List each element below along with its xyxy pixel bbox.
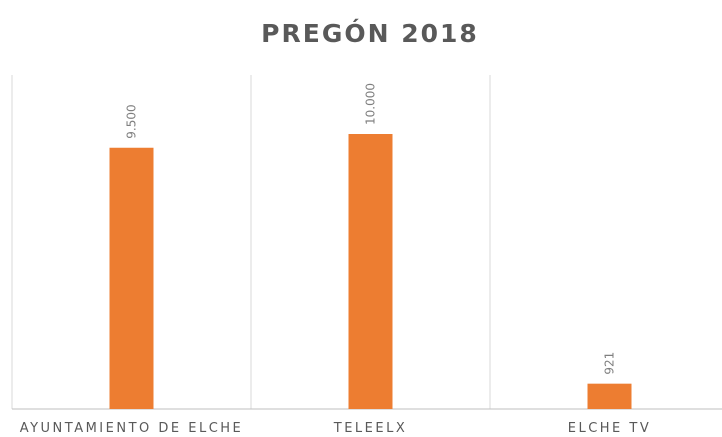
bar xyxy=(109,147,154,409)
bar xyxy=(587,383,632,409)
x-tick-label: ELCHE TV xyxy=(568,421,652,436)
value-label: 9.500 xyxy=(125,104,139,138)
value-label: 921 xyxy=(603,352,617,375)
bar xyxy=(348,134,393,409)
x-tick-label: AYUNTAMIENTO DE ELCHE xyxy=(20,421,244,436)
chart-title: PREGÓN 2018 xyxy=(261,18,479,48)
x-tick-label: TELEELX xyxy=(333,421,407,436)
value-label: 10.000 xyxy=(364,83,378,125)
